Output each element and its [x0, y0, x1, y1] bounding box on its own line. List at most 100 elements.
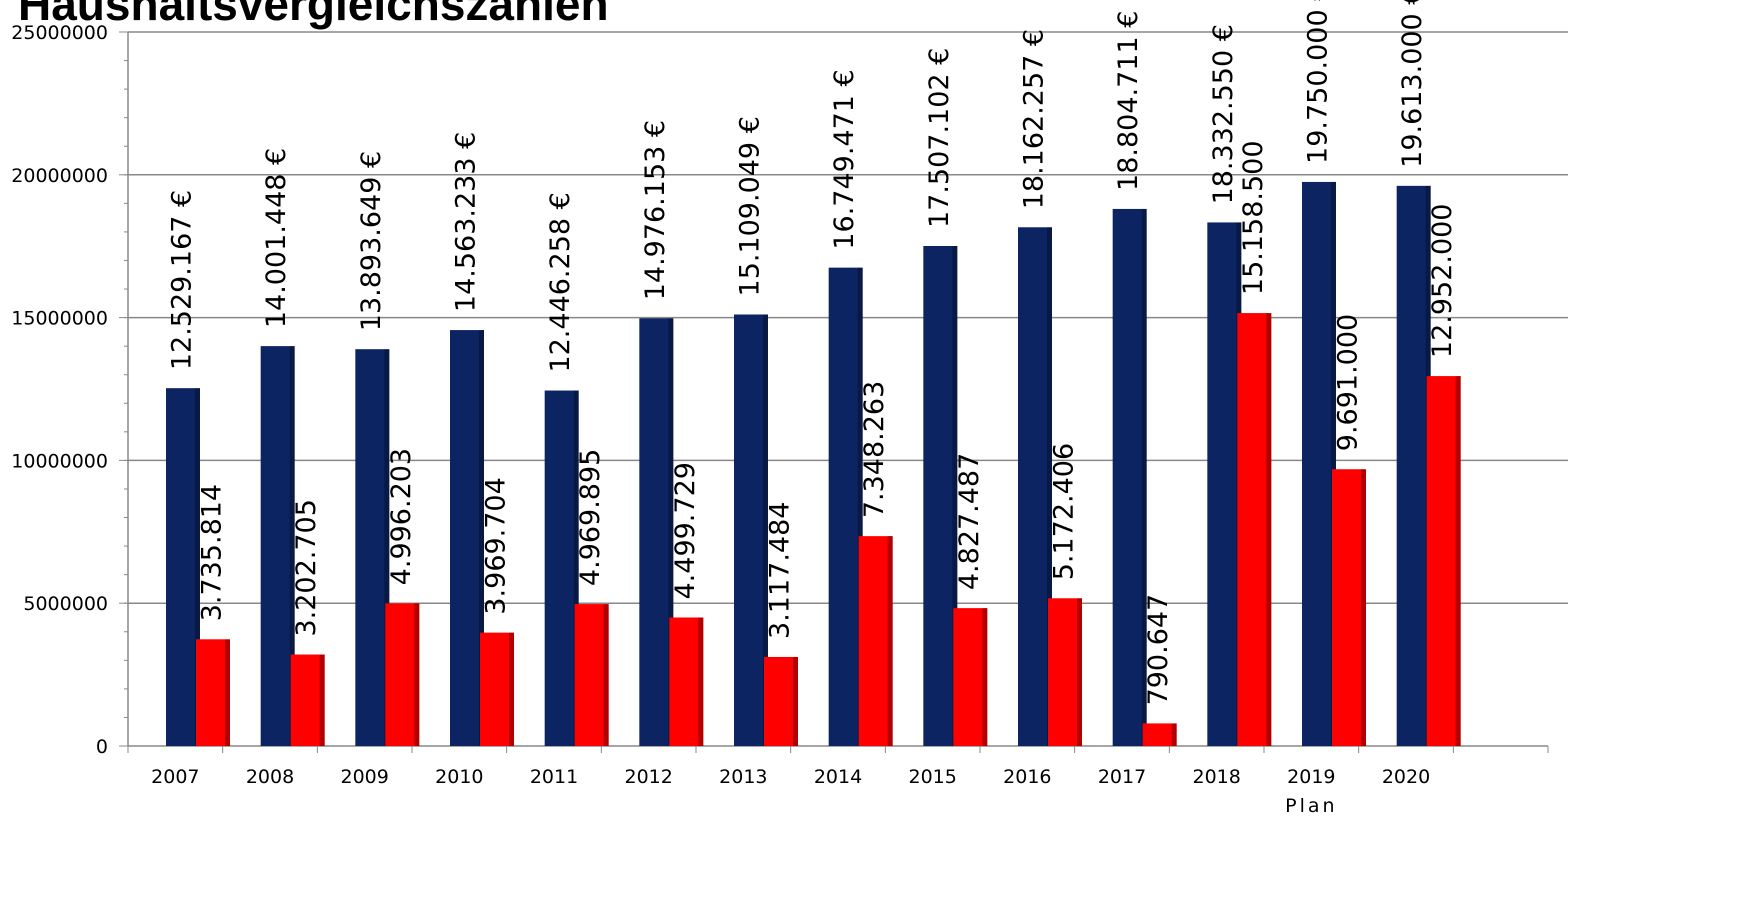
bar	[480, 632, 514, 746]
bar	[450, 330, 484, 746]
value-label: 4.827.487	[954, 453, 985, 590]
value-label: 7.348.263	[859, 381, 890, 518]
x-tick-label: 2015	[908, 766, 956, 788]
bar-shade	[1077, 598, 1082, 746]
bar	[1396, 185, 1431, 746]
x-tick-label: 2014	[814, 766, 862, 788]
bar	[1207, 222, 1242, 747]
value-label: 18.804.711 €	[1113, 11, 1144, 191]
value-label: 14.976.153 €	[640, 120, 671, 300]
bar	[669, 617, 704, 746]
bar	[1112, 208, 1147, 747]
bar-shade	[479, 330, 484, 746]
value-label: 13.893.649 €	[356, 151, 387, 331]
x-tick-label: 2017	[1098, 766, 1146, 788]
value-label: 3.202.705	[291, 499, 322, 636]
value-label: 14.001.448 €	[261, 148, 292, 328]
value-label: 19.613.000 €	[1397, 0, 1428, 168]
bar-shade	[698, 617, 704, 746]
value-label: 12.446.258 €	[545, 192, 576, 372]
bar-shade	[1266, 313, 1272, 746]
value-label: 790.647	[1143, 594, 1174, 706]
bar	[544, 390, 579, 746]
bar-shade	[414, 603, 420, 746]
bar	[1302, 181, 1336, 746]
bar	[953, 608, 988, 746]
bar-shade	[1141, 208, 1147, 747]
x-tick-label: 2011	[530, 766, 578, 788]
value-label: 5.172.406	[1049, 443, 1080, 580]
value-label: 15.109.049 €	[735, 116, 766, 296]
bar-shade	[1047, 227, 1052, 746]
value-label: 16.749.471 €	[829, 69, 860, 249]
bar-shade	[1455, 376, 1461, 746]
bar-shade	[573, 390, 579, 746]
x-tick-label: 2009	[340, 766, 388, 788]
y-tick-label: 20000000	[11, 165, 108, 187]
bar-shade	[887, 536, 893, 746]
value-label: 15.158.500	[1238, 140, 1269, 295]
bar-shade	[1171, 723, 1177, 746]
bar-shade	[793, 656, 798, 746]
y-tick-label: 25000000	[11, 22, 108, 44]
x-tick-label: 2013	[719, 766, 767, 788]
bar	[734, 314, 768, 746]
bar	[260, 346, 295, 746]
bar	[923, 245, 958, 746]
bar-shade	[195, 388, 200, 746]
bar	[196, 639, 230, 746]
value-label: 18.162.257 €	[1019, 29, 1050, 209]
bar	[828, 267, 863, 746]
bar-shade	[384, 349, 390, 746]
bar	[166, 388, 200, 746]
value-label: 4.996.203	[386, 448, 417, 585]
bar	[355, 349, 390, 746]
bar-shade	[289, 346, 295, 746]
x-tick-label: 2020	[1382, 766, 1430, 788]
chart-title: Haushaltsvergleichszahlen	[18, 0, 609, 30]
x-tick-label: 2016	[1003, 766, 1051, 788]
bar	[290, 654, 325, 746]
bar	[385, 603, 420, 746]
value-label: 12.529.167 €	[167, 190, 198, 370]
value-label: 4.969.895	[575, 449, 606, 586]
bar-shade	[668, 318, 674, 746]
y-tick-label: 10000000	[11, 450, 108, 472]
x-tick-label: 2010	[435, 766, 483, 788]
value-label: 14.563.233 €	[451, 132, 482, 312]
value-label: 12.952.000	[1427, 203, 1458, 358]
bar-shade	[982, 608, 988, 746]
value-label: 9.691.000	[1333, 314, 1364, 451]
bar	[764, 656, 798, 746]
x-tick-label: 2007	[151, 766, 199, 788]
bar	[639, 318, 674, 746]
bar-shade	[952, 245, 958, 746]
value-label: 3.969.704	[481, 477, 512, 614]
bar	[1142, 723, 1177, 746]
x-tick-label: 2008	[246, 766, 294, 788]
bar	[574, 604, 609, 746]
x-tick-label: 2018	[1192, 766, 1240, 788]
x-tick-label: 2019	[1287, 766, 1335, 788]
bar	[1237, 313, 1272, 746]
bar-shade	[225, 639, 230, 746]
bar-shade	[857, 267, 863, 746]
bar	[1048, 598, 1082, 746]
bar-shade	[509, 632, 514, 746]
x-tick-label: 2012	[624, 766, 672, 788]
bar-shade	[319, 654, 325, 746]
bar-shade	[763, 314, 768, 746]
y-tick-label: 5000000	[23, 593, 108, 615]
value-label: 4.499.729	[670, 462, 701, 599]
value-label: 3.117.484	[765, 502, 796, 639]
bar	[858, 536, 893, 746]
annotation: Plan	[1285, 795, 1337, 817]
value-label: 19.750.000 €	[1303, 0, 1334, 164]
y-tick-label: 15000000	[11, 308, 108, 330]
y-tick-label: 0	[96, 736, 108, 758]
bar	[1332, 469, 1366, 746]
value-label: 17.507.102 €	[924, 48, 955, 228]
bar-shade	[1361, 469, 1366, 746]
bar-shade	[1331, 181, 1336, 746]
